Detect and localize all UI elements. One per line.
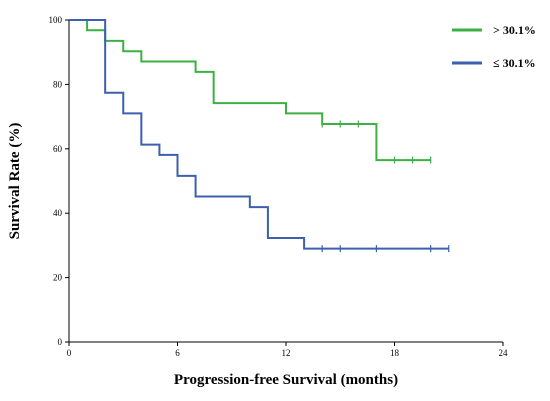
y-tick-label: 100 bbox=[49, 15, 63, 25]
x-tick-label: 24 bbox=[499, 348, 509, 358]
x-tick-label: 6 bbox=[175, 348, 180, 358]
axes bbox=[68, 20, 503, 343]
y-tick-label: 40 bbox=[53, 208, 63, 218]
legend: > 30.1% ≤ 30.1% bbox=[452, 23, 536, 70]
x-tick-label: 18 bbox=[390, 348, 400, 358]
x-tick-label: 12 bbox=[282, 348, 291, 358]
legend-label-high: > 30.1% bbox=[493, 23, 536, 37]
x-axis-title: Progression-free Survival (months) bbox=[174, 372, 398, 388]
series-line-low bbox=[69, 19, 449, 250]
y-axis-title: Survival Rate (%) bbox=[7, 123, 23, 240]
y-tick-label: 0 bbox=[58, 337, 63, 347]
y-tick-label: 60 bbox=[53, 144, 63, 154]
y-tick-label: 20 bbox=[53, 273, 63, 283]
series-line-high bbox=[69, 19, 431, 162]
x-tick-label: 0 bbox=[67, 348, 72, 358]
legend-label-low: ≤ 30.1% bbox=[493, 56, 536, 70]
curves bbox=[69, 19, 450, 253]
ticks: 0 20 40 60 80 100 0 6 12 18 24 bbox=[49, 15, 509, 358]
y-tick-label: 80 bbox=[53, 79, 63, 89]
